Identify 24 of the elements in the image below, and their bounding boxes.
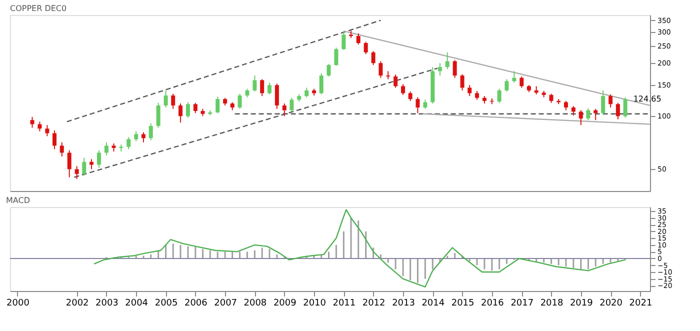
x-tick-label: 2015 [451, 298, 474, 308]
x-tick-label: 2005 [154, 298, 178, 308]
x-tick-label: 2013 [392, 298, 415, 308]
x-tick-label: 2007 [214, 298, 238, 308]
x-tick-label: 2016 [480, 298, 504, 308]
chart-title: COPPER DEC0 [10, 4, 67, 13]
x-tick-label: 2009 [273, 298, 297, 308]
x-tick-label: 2003 [95, 298, 118, 308]
x-tick-label: 2002 [66, 298, 89, 308]
x-tick-label: 2006 [184, 298, 208, 308]
x-tick-label: 2010 [303, 298, 326, 308]
x-tick-label: 2012 [362, 298, 386, 308]
x-tick-label: 2018 [540, 298, 564, 308]
x-tick-label: 2000 [6, 298, 30, 308]
x-tick-label: 2011 [332, 298, 356, 308]
annotation: 124.65 [633, 94, 662, 104]
x-tick-label: 2021 [629, 298, 652, 308]
x-tick-label: 2008 [244, 298, 267, 308]
chart-title: MACD [6, 196, 30, 205]
x-tick-label: 2017 [510, 298, 534, 308]
x-tick-label: 2004 [125, 298, 148, 308]
x-tick-label: 2014 [422, 298, 445, 308]
x-tick-label: 2019 [570, 298, 594, 308]
x-tick-label: 2020 [600, 298, 623, 308]
